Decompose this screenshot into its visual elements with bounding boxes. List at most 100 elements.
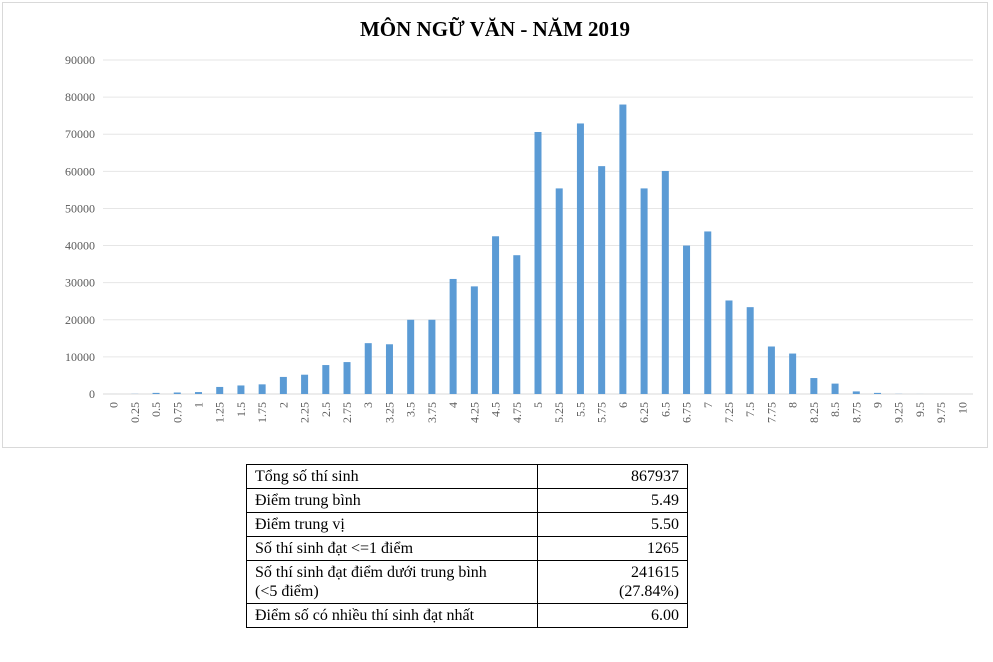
- bar: [216, 386, 224, 394]
- x-tick-label: 8.5: [828, 402, 842, 417]
- x-tick-label: 0.75: [170, 402, 184, 423]
- stats-value: 241615 (27.84%): [537, 560, 688, 604]
- stats-label-line: Tổng số thí sinh: [255, 468, 359, 485]
- y-tick-label: 40000: [65, 239, 95, 253]
- bar: [152, 392, 160, 394]
- bar: [364, 343, 372, 394]
- bar: [852, 391, 860, 394]
- y-tick-label: 0: [89, 387, 95, 401]
- stats-value-line: 241615: [631, 564, 679, 581]
- stats-value-line: 5.50: [651, 516, 679, 533]
- stats-row: Tổng số thí sinh 867937: [246, 464, 688, 489]
- stats-label: Số thí sinh đạt <=1 điểm: [246, 536, 538, 561]
- x-tick-label: 8: [786, 402, 800, 408]
- x-tick-label: 5: [531, 402, 545, 408]
- x-tick-label: 2.75: [340, 402, 354, 423]
- x-tick-label: 5.25: [552, 402, 566, 423]
- stats-label-line: Điểm trung vị: [255, 516, 345, 533]
- stats-label-line: Số thí sinh đạt <=1 điểm: [255, 540, 414, 557]
- bar: [428, 319, 436, 394]
- stats-table: Tổng số thí sinh 867937 Điểm trung bình 5.4…: [246, 464, 688, 628]
- bar: [301, 374, 309, 394]
- x-tick-label: 3.25: [382, 402, 396, 423]
- x-tick-label: 0: [107, 402, 121, 408]
- x-tick-label: 2: [276, 402, 290, 408]
- bar: [789, 353, 797, 394]
- x-tick-label: 5.75: [595, 402, 609, 423]
- bar: [492, 236, 500, 394]
- x-tick-label: 8.75: [849, 402, 863, 423]
- x-tick-label: 3: [361, 402, 375, 408]
- stats-row: Điểm số có nhiều thí sinh đạt nhất 6.00: [246, 603, 688, 628]
- y-tick-label: 60000: [65, 164, 95, 178]
- bar: [767, 346, 775, 394]
- bar: [831, 383, 839, 394]
- stats-value-line: 867937: [631, 468, 679, 485]
- bar: [322, 365, 330, 394]
- bar: [704, 231, 712, 394]
- x-tick-label: 4.75: [510, 402, 524, 423]
- x-tick-label: 5.5: [573, 402, 587, 417]
- y-tick-label: 50000: [65, 201, 95, 215]
- stats-value-line: 1265: [647, 540, 679, 557]
- y-tick-label: 80000: [65, 90, 95, 104]
- bar: [470, 286, 478, 394]
- x-tick-label: 1: [191, 402, 205, 408]
- x-tick-label: 6: [616, 402, 630, 408]
- stats-label: Điểm trung vị: [246, 512, 538, 537]
- stats-value-line: 6.00: [651, 607, 679, 624]
- bar: [725, 300, 733, 394]
- x-tick-label: 0.5: [149, 402, 163, 417]
- x-tick-label: 7.5: [743, 402, 757, 417]
- bar: [534, 131, 542, 395]
- x-tick-label: 7.25: [722, 402, 736, 423]
- bar: [513, 255, 521, 394]
- x-tick-label: 3.75: [425, 402, 439, 423]
- bar: [343, 362, 351, 394]
- stats-row: Số thí sinh đạt <=1 điểm 1265: [246, 536, 688, 561]
- stats-value: 5.50: [537, 512, 688, 537]
- x-tick-label: 9.5: [913, 402, 927, 417]
- bar: [258, 384, 266, 394]
- stats-row: Điểm trung vị 5.50: [246, 512, 688, 537]
- x-tick-label: 2.25: [298, 402, 312, 423]
- bar: [619, 104, 627, 395]
- x-tick-label: 7.75: [764, 402, 778, 423]
- x-tick-label: 2.5: [319, 402, 333, 417]
- stats-value: 6.00: [537, 603, 688, 628]
- y-tick-label: 30000: [65, 276, 95, 290]
- x-tick-label: 10: [955, 402, 969, 414]
- stats-label: Số thí sinh đạt điểm dưới trung bình (<5 …: [246, 560, 538, 604]
- chart-frame: MÔN NGỮ VĂN - NĂM 2019 0 10000 20000 30000 4…: [2, 2, 988, 448]
- x-tick-label: 6.75: [680, 402, 694, 423]
- bar: [237, 385, 245, 394]
- x-tick-label: 4.5: [489, 402, 503, 417]
- x-tick-label: 6.25: [637, 402, 651, 423]
- stats-label-line: (<5 điểm): [255, 583, 319, 600]
- bar: [810, 378, 818, 394]
- stats-value-line: (27.84%): [619, 583, 679, 600]
- y-tick-label: 90000: [65, 53, 95, 67]
- stats-label-line: Điểm số có nhiều thí sinh đạt nhất: [255, 607, 475, 624]
- stats-label-line: Số thí sinh đạt điểm dưới trung bình: [255, 564, 487, 581]
- x-tick-label: 0.25: [128, 402, 142, 423]
- stats-label: Điểm số có nhiều thí sinh đạt nhất: [246, 603, 538, 628]
- stats-value: 867937: [537, 464, 688, 489]
- x-tick-label: 9.75: [934, 402, 948, 423]
- x-tick-label: 9: [871, 402, 885, 408]
- x-tick-label: 6.5: [658, 402, 672, 417]
- stats-value-line: 5.49: [651, 492, 679, 509]
- bar: [874, 392, 882, 394]
- bar-chart: 0 10000 20000 30000 40000 50000 60000 70000 8000…: [65, 53, 973, 423]
- bar: [194, 392, 202, 394]
- x-tick-label: 7: [701, 402, 715, 408]
- bar: [385, 344, 393, 394]
- y-tick-label: 10000: [65, 350, 95, 364]
- bar: [746, 307, 754, 394]
- x-tick-label: 1.25: [213, 402, 227, 423]
- stats-row: Điểm trung bình 5.49: [246, 488, 688, 513]
- bar: [279, 376, 287, 394]
- bar: [683, 245, 691, 394]
- x-tick-label: 3.5: [404, 402, 418, 417]
- bar: [661, 170, 669, 394]
